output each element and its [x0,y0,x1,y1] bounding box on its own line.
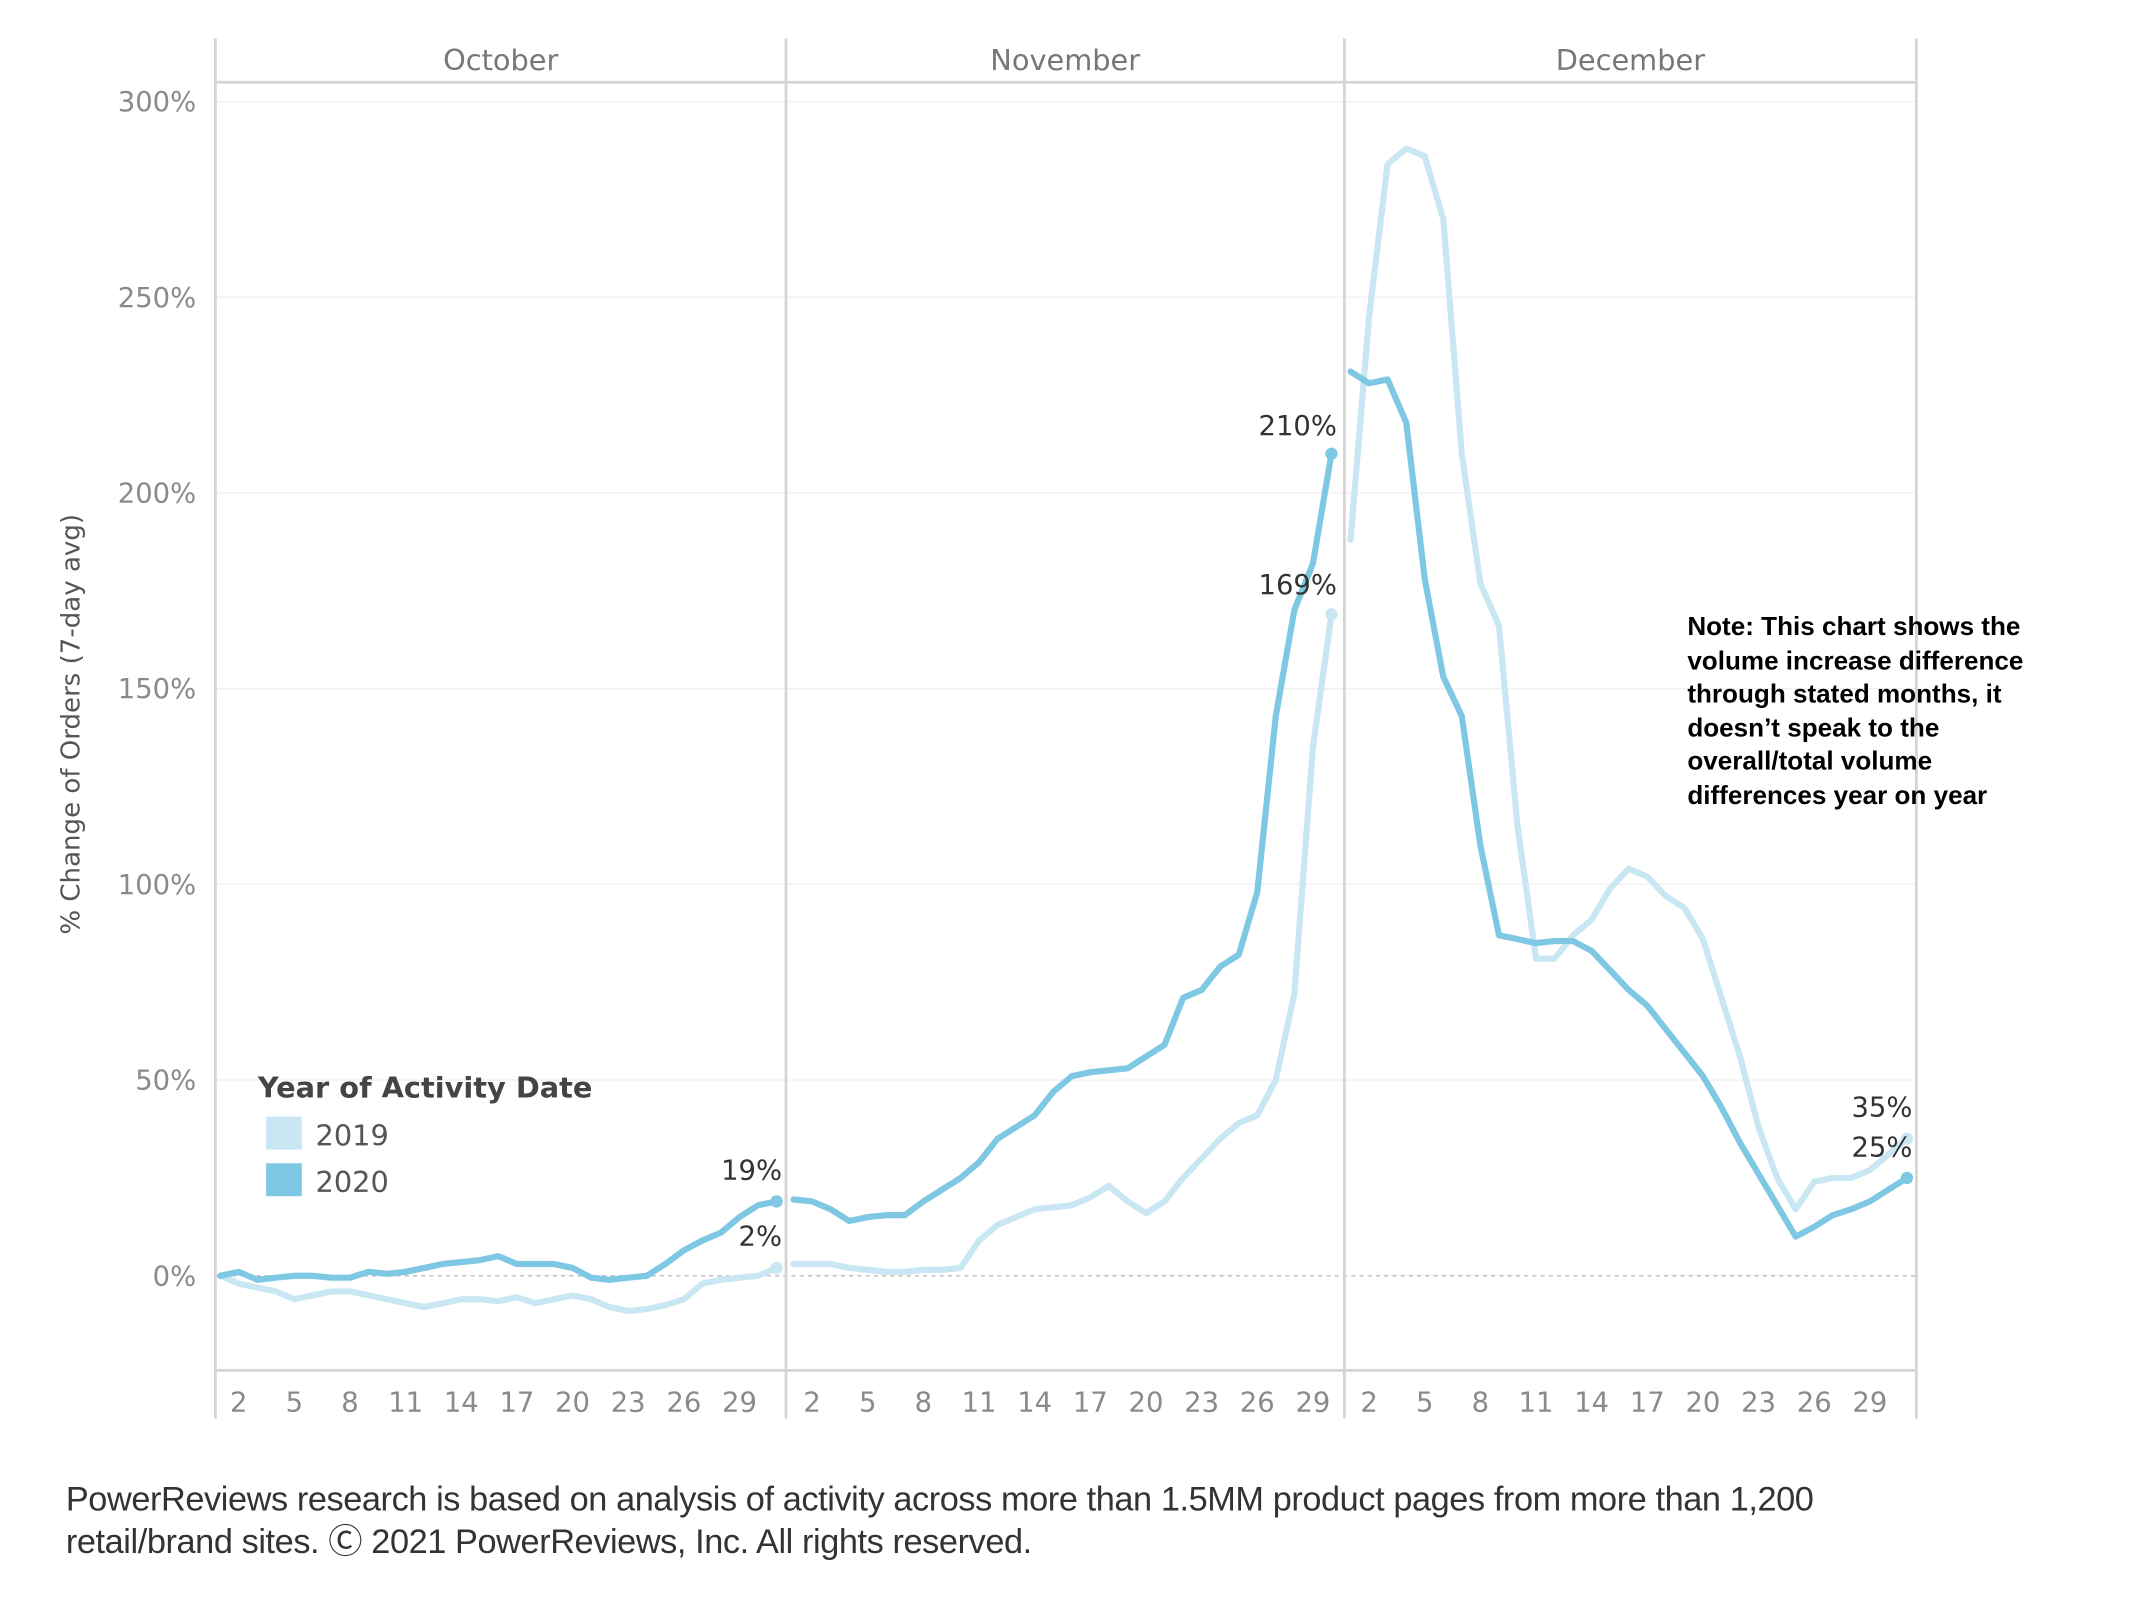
x-tick-label: 5 [859,1388,876,1419]
data-label: 2% [739,1222,783,1253]
x-tick-label: 17 [1630,1388,1665,1419]
annotation-marker [1900,1132,1914,1145]
x-tick-label: 11 [388,1388,423,1419]
x-tick-label: 14 [1574,1388,1609,1419]
x-tick-label: 8 [341,1388,358,1419]
series-line-2019-october [217,1264,780,1315]
x-tick-label: 20 [1685,1388,1720,1419]
x-tick-label: 29 [1295,1388,1330,1419]
legend-title: Year of Activity Date [257,1070,593,1104]
y-axis-title: % Change of Orders (7-day avg) [57,514,87,935]
month-header: November [990,43,1140,77]
y-tick-label: 300% [118,87,196,118]
series-line-2019-december [1347,145,1911,1213]
data-label: 19% [721,1156,782,1187]
y-tick-label: 50% [135,1066,196,1097]
chart-note: Note: This chart shows the volume increa… [1687,613,2024,811]
y-tick-label: 150% [118,674,196,705]
series-line-2019-november [790,611,1335,1275]
data-label: 169% [1259,570,1337,601]
x-tick-label: 8 [915,1388,932,1419]
x-tick-label: 20 [555,1388,590,1419]
y-tick-label: 100% [118,870,196,901]
data-label: 25% [1851,1132,1912,1163]
data-label: 210% [1259,411,1337,442]
annotation-marker [1325,608,1338,621]
x-tick-label: 5 [1416,1388,1433,1419]
x-tick-label: 23 [1184,1388,1219,1419]
x-tick-label: 2 [230,1388,247,1419]
x-tick-label: 26 [1240,1388,1275,1419]
month-header: October [443,43,558,77]
x-tick-label: 14 [444,1388,479,1419]
series-line-2020-november [790,450,1335,1225]
x-tick-label: 5 [286,1388,303,1419]
x-tick-label: 17 [1073,1388,1108,1419]
x-tick-label: 11 [1519,1388,1554,1419]
month-header: December [1556,43,1705,77]
x-tick-label: 29 [722,1388,757,1419]
x-tick-label: 26 [666,1388,701,1419]
y-tick-label: 200% [118,479,196,510]
x-tick-label: 23 [1741,1388,1776,1419]
annotation-marker [770,1261,783,1275]
x-tick-label: 23 [611,1388,646,1419]
annotation-marker [770,1195,783,1208]
x-tick-label: 14 [1017,1388,1052,1419]
x-tick-label: 11 [962,1388,997,1419]
x-tick-label: 8 [1472,1388,1489,1419]
x-tick-label: 29 [1852,1388,1887,1419]
x-tick-label: 20 [1129,1388,1164,1419]
annotation-marker [1900,1171,1914,1185]
y-tick-label: 250% [118,283,196,314]
x-tick-label: 2 [1360,1388,1377,1419]
data-label: 35% [1851,1093,1912,1124]
legend-swatch-2019 [266,1116,302,1150]
x-tick-label: 2 [803,1388,820,1419]
y-tick-label: 0% [153,1261,197,1292]
legend-label-2020: 2020 [316,1165,389,1199]
x-tick-label: 17 [499,1388,534,1419]
legend-swatch-2020 [266,1163,302,1197]
footer-disclaimer: PowerReviews research is based on analys… [65,1480,1814,1562]
series-line-2020-december [1347,368,1911,1240]
x-tick-label: 26 [1797,1388,1832,1419]
annotation-marker [1325,447,1338,460]
legend-label-2019: 2019 [316,1118,389,1152]
series-line-2020-october [217,1198,780,1283]
